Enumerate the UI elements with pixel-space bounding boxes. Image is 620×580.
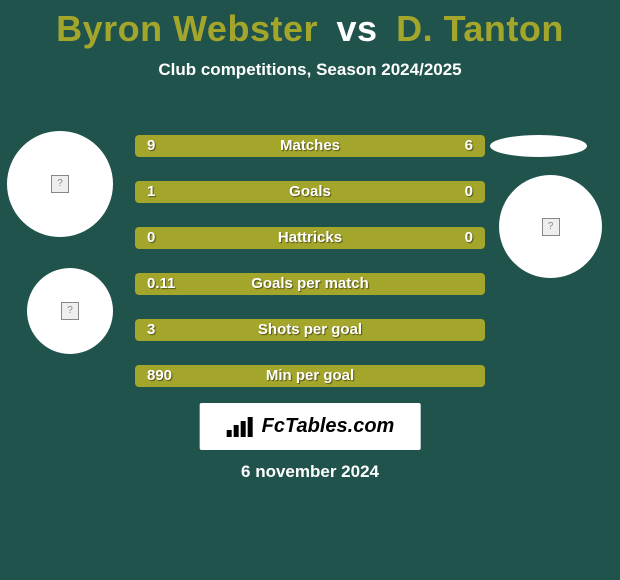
comparison-chart: 96Matches 10Goals 00Hattricks 0.11Goals per… [135,135,485,411]
subtitle: Club competitions, Season 2024/2025 [0,60,620,80]
datestamp: 6 november 2024 [0,462,620,482]
stat-label: Shots per goal [135,319,485,341]
stat-label: Min per goal [135,365,485,387]
placeholder-icon: ? [61,302,79,320]
stat-row: 10Goals [135,181,485,203]
stat-label: Hattricks [135,227,485,249]
vs-text: vs [337,8,378,49]
stat-row: 00Hattricks [135,227,485,249]
decor-ellipse [490,135,587,157]
avatar-circle-right: ? [499,175,602,278]
player2-name: D. Tanton [396,8,564,49]
comparison-title: Byron Webster vs D. Tanton [0,8,620,50]
avatar-circle-left-1: ? [7,131,113,237]
placeholder-icon: ? [51,175,69,193]
stat-row: 3Shots per goal [135,319,485,341]
stat-row: 0.11Goals per match [135,273,485,295]
player1-name: Byron Webster [56,8,318,49]
fctables-badge: FcTables.com [200,403,421,450]
badge-text: FcTables.com [262,415,395,438]
stat-row: 96Matches [135,135,485,157]
stat-label: Matches [135,135,485,157]
placeholder-icon: ? [542,218,560,236]
stat-label: Goals [135,181,485,203]
avatar-circle-left-2: ? [27,268,113,354]
stat-label: Goals per match [135,273,485,295]
stat-row: 890Min per goal [135,365,485,387]
bars-icon [226,416,256,438]
